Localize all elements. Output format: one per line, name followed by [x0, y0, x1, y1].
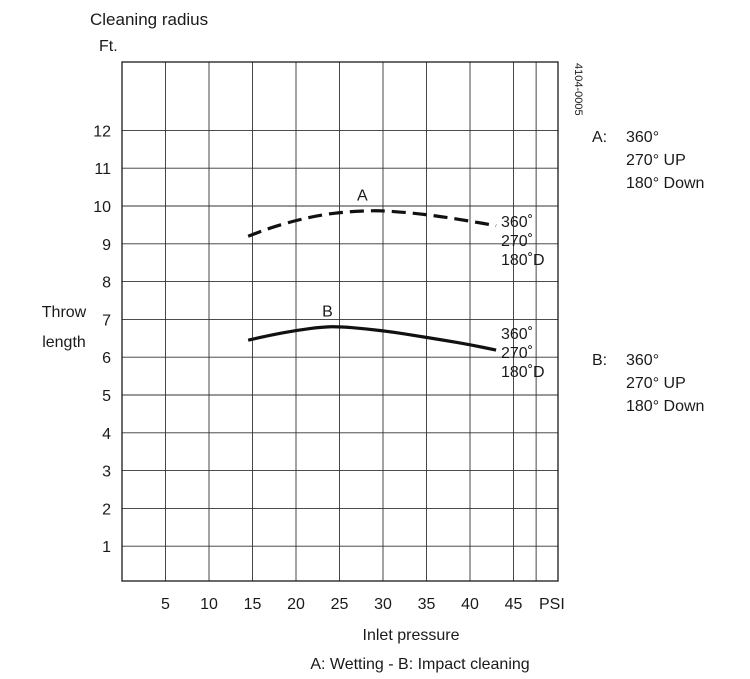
legend-entry: 270° UP: [626, 375, 686, 392]
y-tick-label: 6: [102, 350, 111, 367]
series-end-label: 360˚: [501, 326, 533, 343]
legend-entry: 360°: [626, 352, 659, 369]
x-tick-label: 40: [461, 596, 479, 613]
x-axis-label: Inlet pressure: [363, 627, 460, 644]
legend-entry: 180° Down: [626, 398, 704, 415]
series-end-label: 180˚D: [501, 364, 545, 381]
x-tick-label: 45: [505, 596, 523, 613]
y-tick-label: 2: [102, 501, 111, 518]
series-label-b: B: [322, 304, 333, 321]
x-tick-label: 20: [287, 596, 305, 613]
legend-entry: 270° UP: [626, 152, 686, 169]
x-tick-label: 10: [200, 596, 218, 613]
legend-entry: 360°: [626, 129, 659, 146]
x-tick-label: 35: [418, 596, 436, 613]
x-tick-labels: 5 10 15 20 25 30 35 40 45: [161, 596, 522, 613]
y-tick-label: 5: [102, 388, 111, 405]
y-tick-label: 1: [102, 539, 111, 556]
series-end-label: 270˚: [501, 345, 533, 362]
chart-title: Cleaning radius: [90, 10, 208, 29]
caption: A: Wetting - B: Impact cleaning: [310, 656, 529, 673]
y-tick-label: 7: [102, 312, 111, 329]
series-group: A 360˚ 270˚ 180˚D B 360˚ 270˚ 180˚D: [247, 188, 545, 381]
y-tick-label: 4: [102, 426, 111, 443]
y-tick-label: 9: [102, 237, 111, 254]
legend: A: 360° 270° UP 180° Down B: 360° 270° UP 180° …: [592, 129, 704, 415]
plot-frame: [121, 61, 559, 582]
legend-key: B:: [592, 352, 607, 369]
x-tick-label: 5: [161, 596, 170, 613]
y-axis-unit: Ft.: [99, 38, 118, 55]
series-line-b: [247, 325, 497, 352]
series-end-label: 180˚D: [501, 252, 545, 269]
x-axis-unit: PSI: [539, 596, 565, 613]
y-tick-label: 8: [102, 275, 111, 292]
series-label-a: A: [357, 188, 368, 205]
y-axis-label-line-2: length: [42, 334, 86, 351]
legend-key: A:: [592, 129, 607, 146]
grid: [122, 62, 558, 581]
y-tick-label: 10: [93, 199, 111, 216]
x-tick-label: 25: [331, 596, 349, 613]
series-line-a: [247, 209, 497, 238]
figure-code: 4104-0005: [572, 63, 584, 116]
legend-entry: 180° Down: [626, 175, 704, 192]
y-tick-label: 11: [94, 161, 111, 178]
y-axis-label-line-1: Throw: [42, 304, 87, 321]
series-end-label: 270˚: [501, 233, 533, 250]
series-end-label: 360˚: [501, 214, 533, 231]
y-tick-label: 3: [102, 464, 111, 481]
x-tick-label: 30: [374, 596, 392, 613]
x-tick-label: 15: [244, 596, 262, 613]
y-tick-label: 12: [93, 123, 111, 140]
